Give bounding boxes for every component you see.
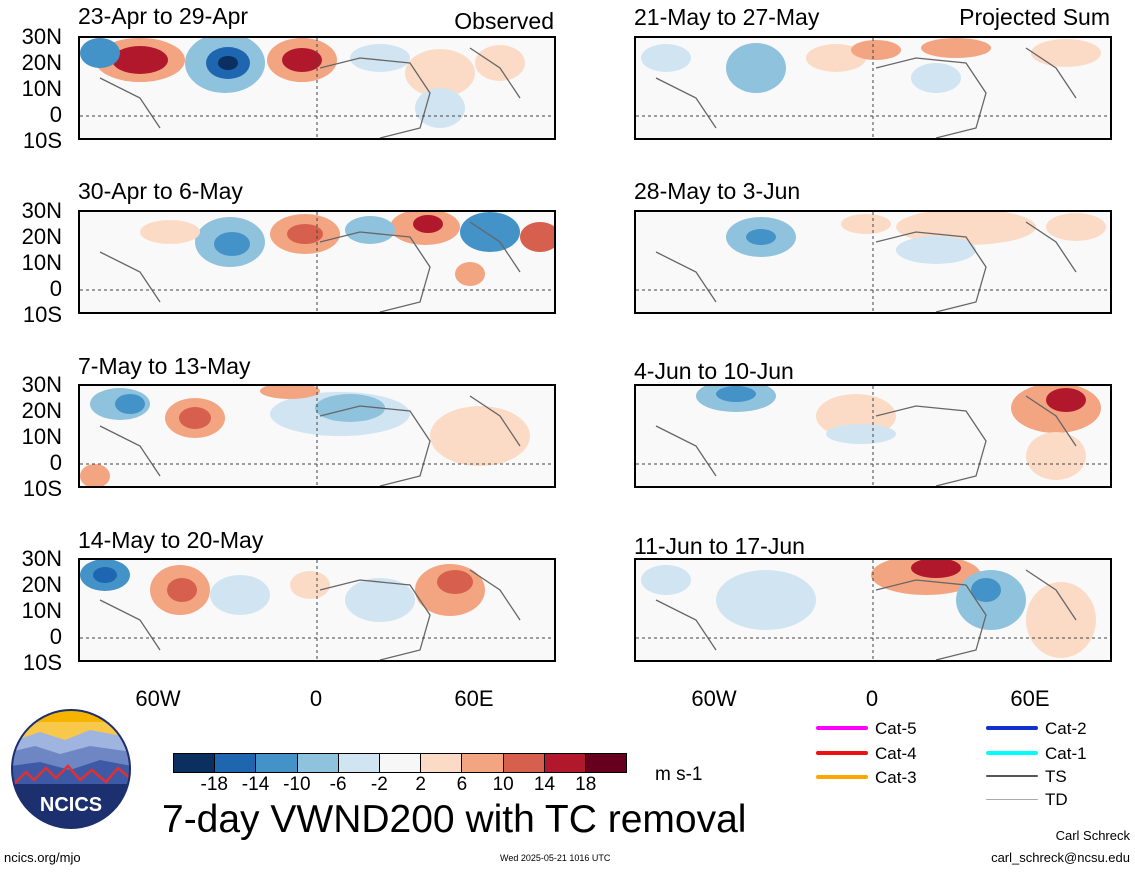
- panel-title-left-2: 30-Apr to 6-May: [78, 178, 243, 204]
- lat-label-0: 0: [49, 276, 62, 301]
- colorbar-swatch: [297, 754, 339, 772]
- lon-label-60e-left: 60E: [454, 686, 494, 711]
- legend-swatch-td: [986, 799, 1038, 800]
- map-panel-right-3: [634, 384, 1112, 488]
- lat-label-30n: 30N: [21, 24, 62, 49]
- colorbar-swatch: [174, 754, 216, 772]
- colorbar-swatch: [421, 754, 463, 772]
- lat-label-10s: 10S: [22, 476, 62, 501]
- lat-label-10s: 10S: [22, 302, 62, 327]
- colorbar-swatch: [379, 754, 422, 772]
- panel-title-left-3: 7-May to 13-May: [78, 353, 251, 379]
- map-panel-left-2: [78, 210, 556, 314]
- colorbar-tick-labels: -18 -14 -10 -6 -2 2 6 10 14 18: [173, 775, 627, 797]
- legend-swatch-cat4: [816, 751, 868, 755]
- projected-header: Projected Sum: [959, 4, 1110, 30]
- legend-swatch-cat3: [816, 775, 868, 779]
- ncics-logo: NCICS: [10, 708, 132, 830]
- main-title: 7-day VWND200 with TC removal: [162, 798, 747, 841]
- lon-label-60w-right: 60W: [691, 686, 737, 711]
- footer-email[interactable]: carl_schreck@ncsu.edu: [991, 850, 1130, 865]
- colorbar-tick-label: 2: [415, 774, 426, 795]
- map-panel-right-1: [634, 36, 1112, 140]
- colorbar-tick-label: -6: [329, 774, 347, 795]
- lat-label-20n: 20N: [21, 572, 62, 597]
- lat-label-30n: 30N: [21, 372, 62, 397]
- colorbar-swatch: [585, 754, 627, 772]
- logo-text: NCICS: [40, 794, 102, 816]
- lat-label-10n: 10N: [21, 424, 62, 449]
- panel-title-right-4: 11-Jun to 17-Jun: [634, 533, 805, 559]
- panel-title-right-3: 4-Jun to 10-Jun: [634, 358, 794, 384]
- colorbar-tick-label: 18: [575, 774, 597, 795]
- lat-label-10n: 10N: [21, 250, 62, 275]
- lat-label-0: 0: [49, 624, 62, 649]
- colorbar-swatch: [544, 754, 586, 772]
- lat-label-10n: 10N: [21, 598, 62, 623]
- legend-label-cat5: Cat-5: [875, 719, 917, 738]
- lat-label-10s: 10S: [22, 128, 62, 153]
- legend-swatch-ts: [986, 775, 1038, 777]
- colorbar-swatch: [503, 754, 545, 772]
- legend-swatch-cat1: [986, 751, 1038, 755]
- colorbar-swatch: [256, 754, 298, 772]
- panel-title-left-1: 23-Apr to 29-Apr: [78, 3, 249, 29]
- colorbar-tick-label: -14: [241, 774, 270, 795]
- colorbar-units: m s-1: [655, 764, 703, 785]
- legend-label-td: TD: [1045, 790, 1068, 809]
- colorbar-tick-label: -18: [200, 774, 228, 795]
- legend-label-cat1: Cat-1: [1045, 744, 1087, 763]
- lat-label-20n: 20N: [21, 50, 62, 75]
- legend-swatch-cat5: [816, 726, 868, 730]
- legend-label-cat3: Cat-3: [875, 768, 917, 787]
- colorbar-tick-label: -10: [283, 774, 311, 795]
- colorbar-swatch: [338, 754, 380, 772]
- legend-label-ts: TS: [1045, 767, 1067, 786]
- lat-label-10s: 10S: [22, 650, 62, 675]
- legend-label-cat4: Cat-4: [875, 744, 917, 763]
- colorbar: [173, 753, 627, 773]
- lat-label-20n: 20N: [21, 398, 62, 423]
- lat-label-30n: 30N: [21, 198, 62, 223]
- footer-timestamp: Wed 2025-05-21 1016 UTC: [500, 853, 611, 863]
- panel-title-left-4: 14-May to 20-May: [78, 527, 264, 553]
- lon-label-0-left: 0: [309, 686, 323, 711]
- colorbar-swatch: [462, 754, 504, 772]
- colorbar-swatch: [215, 754, 257, 772]
- lon-label-60w-left: 60W: [135, 686, 181, 711]
- colorbar-tick-label: -2: [370, 774, 388, 795]
- map-panel-right-2: [634, 210, 1112, 314]
- panel-title-right-2: 28-May to 3-Jun: [634, 178, 801, 204]
- map-panel-left-3: [78, 384, 556, 488]
- map-panel-left-4: [78, 558, 556, 662]
- observed-header: Observed: [454, 8, 554, 34]
- panel-title-right-1: 21-May to 27-May: [634, 4, 820, 30]
- lat-label-30n: 30N: [21, 546, 62, 571]
- footer-author: Carl Schreck: [1055, 828, 1130, 843]
- map-panel-right-4: [634, 558, 1112, 662]
- lat-label-0: 0: [49, 102, 62, 127]
- lat-label-0: 0: [49, 450, 62, 475]
- colorbar-tick-label: 6: [456, 774, 468, 795]
- colorbar-tick-label: 10: [492, 774, 514, 795]
- lat-label-20n: 20N: [21, 224, 62, 249]
- lon-label-60e-right: 60E: [1010, 686, 1050, 711]
- legend-label-cat2: Cat-2: [1045, 719, 1087, 738]
- footer-url[interactable]: ncics.org/mjo: [4, 850, 81, 865]
- lat-label-10n: 10N: [21, 76, 62, 101]
- colorbar-tick-label: 14: [533, 774, 556, 795]
- lon-label-0-right: 0: [865, 686, 879, 711]
- legend-swatch-cat2: [986, 726, 1038, 730]
- map-panel-left-1: [78, 36, 556, 140]
